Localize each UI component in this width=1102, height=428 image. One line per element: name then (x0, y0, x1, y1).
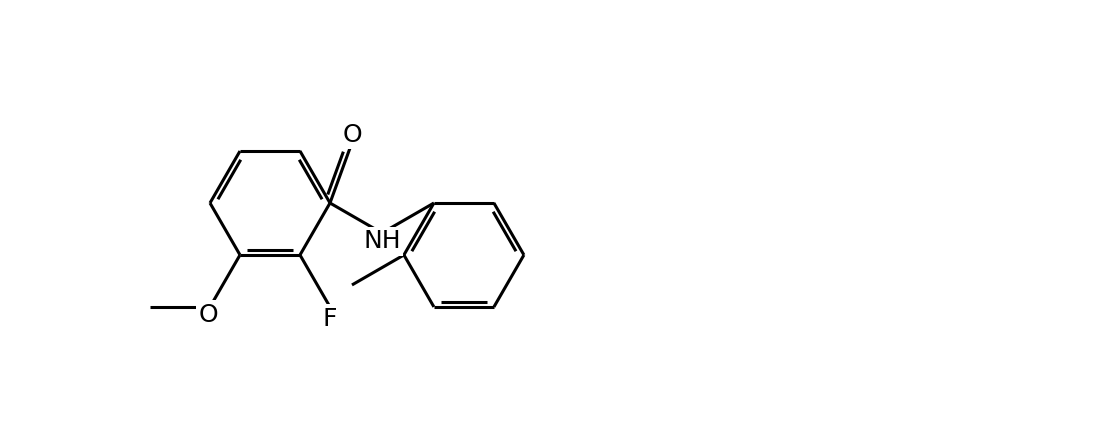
Text: O: O (198, 303, 218, 327)
Text: F: F (323, 307, 337, 331)
Text: NH: NH (364, 229, 401, 253)
Text: O: O (343, 122, 363, 147)
